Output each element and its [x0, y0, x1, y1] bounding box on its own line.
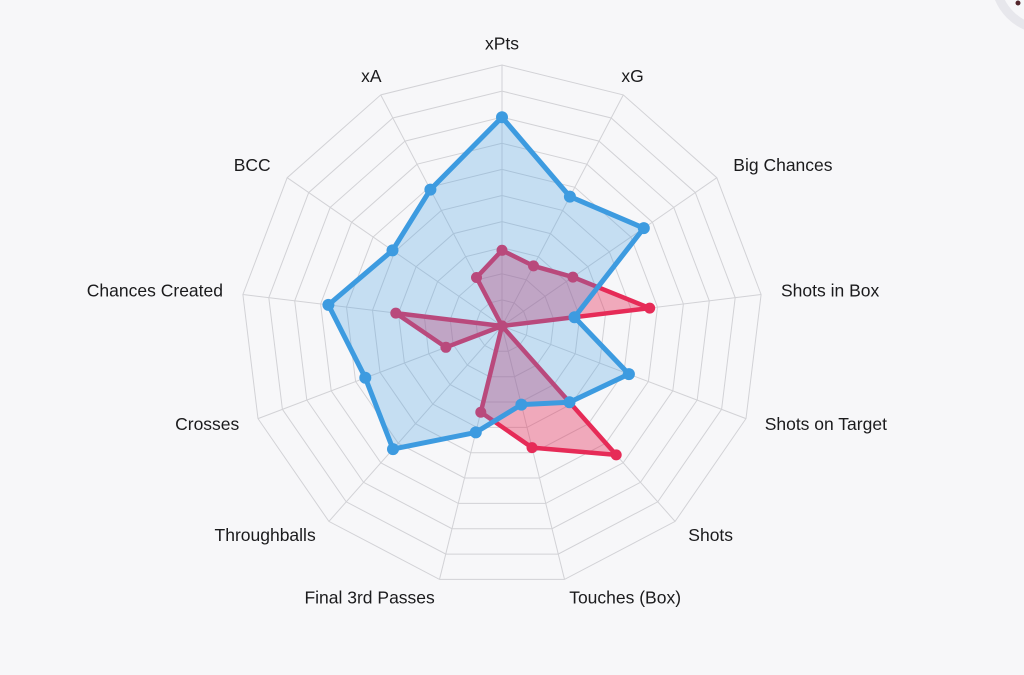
axis-label-throughballs: Throughballs	[215, 525, 316, 545]
axis-label-touches-box: Touches (Box)	[569, 587, 681, 607]
axis-label-shots-in-box: Shots in Box	[781, 281, 879, 301]
series-blue-point-touches-box	[515, 398, 528, 411]
axis-label-final-3rd-passes: Final 3rd Passes	[304, 587, 435, 607]
grid-ring	[320, 142, 684, 504]
grid-ring	[371, 194, 633, 454]
axis-label-big-chances: Big Chances	[733, 155, 832, 175]
series-blue-point-xa	[424, 183, 437, 196]
series-red-point-xg	[528, 260, 539, 272]
grid-ring	[268, 90, 736, 555]
series-red-point-big-chances	[567, 271, 579, 283]
grid-ring	[423, 247, 581, 403]
series-red-point-xpts	[496, 244, 508, 256]
axis-label-crosses: Crosses	[175, 414, 239, 434]
grid-spoke	[328, 325, 503, 522]
series-red-point-xa	[471, 272, 482, 283]
series-red-point-chances-created	[390, 307, 402, 319]
series-blue-point-crosses	[359, 371, 372, 384]
series-red-point-touches-box	[526, 442, 538, 454]
grid-ring	[345, 168, 659, 479]
series-blue-point-bcc	[386, 244, 399, 257]
axis-label-shots-on-target: Shots on Target	[765, 414, 887, 434]
series-red-point-bcc	[496, 320, 508, 332]
series-blue-point-big-chances	[637, 222, 650, 235]
series-red-point-shots-in-box	[644, 302, 656, 314]
series-blue-point-final-3rd-passes	[469, 426, 482, 439]
series-blue-point-throughballs	[387, 443, 399, 456]
series-blue-area	[328, 117, 644, 450]
series-red-point-crosses	[440, 341, 452, 353]
series-blue-point-shots-on-target	[622, 368, 635, 381]
series-red-point-final-3rd-passes	[475, 406, 487, 418]
series-blue-point-shots-in-box	[568, 311, 581, 324]
axis-label-xg: xG	[621, 66, 643, 86]
corner-circle-dot	[1015, 0, 1021, 6]
series-blue-point-xg	[563, 190, 576, 203]
series-blue-point-xpts	[496, 111, 508, 124]
grid-spoke	[501, 177, 718, 327]
axis-label-xpts: xPts	[485, 34, 519, 54]
series-blue-point-chances-created	[322, 298, 335, 311]
series-blue-line	[325, 114, 647, 452]
grid-spoke	[501, 94, 624, 327]
axis-label-bcc: BCC	[234, 155, 271, 175]
axis-label-chances-created: Chances Created	[87, 281, 223, 301]
grid-ring	[449, 273, 555, 378]
series-blue-point-shots	[563, 396, 576, 409]
series-red-point-shots	[610, 449, 622, 461]
grid-ring	[475, 299, 529, 352]
grid-ring	[242, 64, 762, 580]
grid-ring	[294, 116, 710, 530]
axis-label-xa: xA	[361, 66, 382, 86]
axis-label-shots: Shots	[688, 525, 733, 545]
